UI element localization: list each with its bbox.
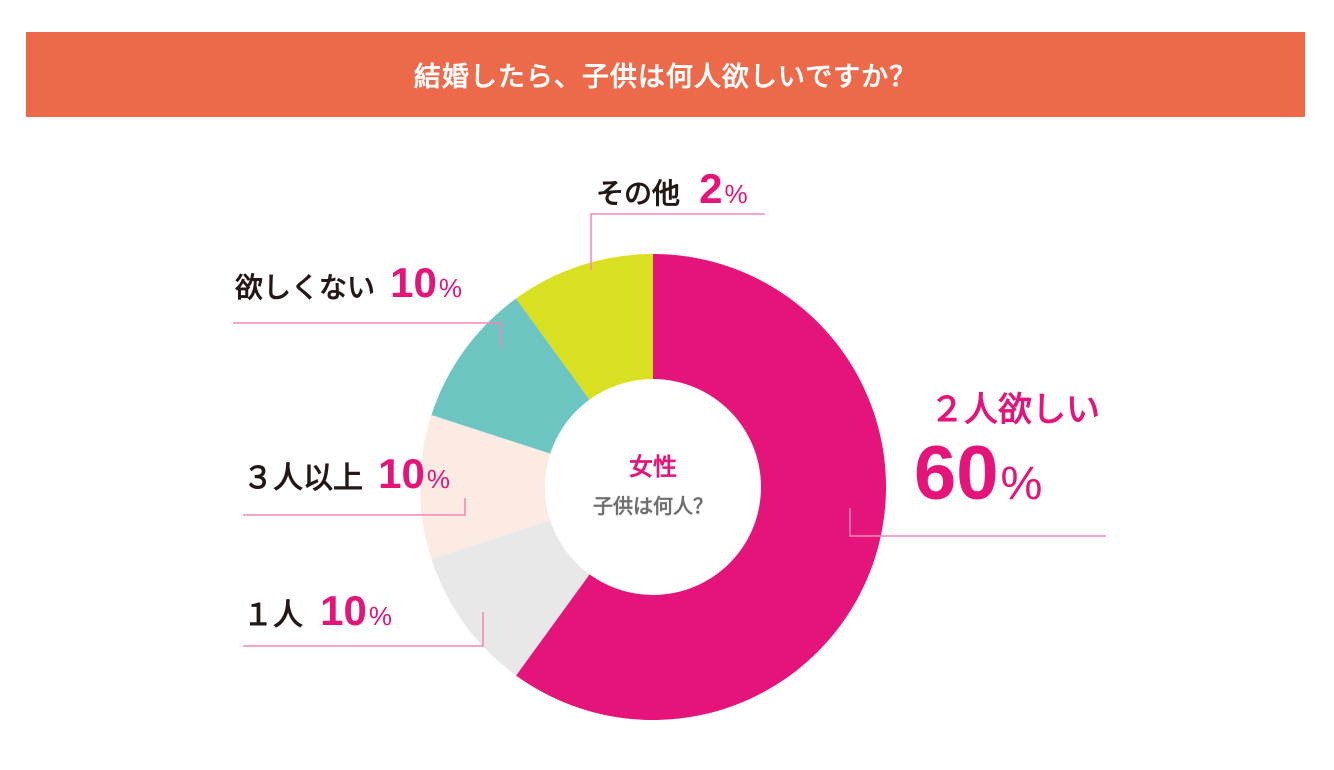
label-1nin-text: １人 (243, 598, 303, 633)
label-2nin-value: 60 (914, 431, 999, 516)
label-sonota-text: その他 (596, 177, 681, 210)
leader-line-3nin (243, 498, 466, 516)
percent-sign: % (438, 273, 462, 303)
label-hoshikunai-value: 10 (390, 259, 437, 306)
label-sonota: その他 2% (596, 168, 748, 210)
percent-sign: % (724, 179, 748, 209)
label-hoshikunai: 欲しくない 10% (235, 262, 462, 304)
label-2nin-name: ２人欲しい (930, 382, 1100, 431)
leader-line-2nin (849, 508, 1106, 537)
leader-line-hoshikunai (233, 322, 502, 348)
percent-sign: % (426, 464, 450, 494)
leader-line-sonota (590, 213, 765, 270)
label-2nin-text: ２人欲しい (930, 391, 1100, 429)
label-3nin-value: 10 (378, 450, 425, 497)
label-3nin: ３人以上 10% (243, 453, 450, 495)
label-1nin-value: 10 (320, 587, 367, 634)
leader-line-1nin (243, 612, 484, 647)
label-2nin-percent: 60% (914, 436, 1042, 512)
percent-sign: % (1000, 456, 1043, 509)
leader-lines (233, 213, 1106, 647)
center-subtitle: 子供は何人？ (593, 494, 713, 518)
chart-title: 結婚したら、子供は何人欲しいですか？ (413, 62, 918, 93)
label-sonota-value: 2 (699, 165, 723, 212)
label-3nin-text: ３人以上 (243, 461, 363, 496)
title-banner: 結婚したら、子供は何人欲しいですか？ (26, 32, 1305, 117)
label-hoshikunai-text: 欲しくない (235, 271, 376, 304)
donut-slice-2 (419, 415, 653, 559)
donut-hole (545, 379, 761, 595)
label-1nin: １人 10% (243, 590, 392, 632)
percent-sign: % (368, 601, 392, 631)
center-title: 女性 (629, 453, 677, 481)
